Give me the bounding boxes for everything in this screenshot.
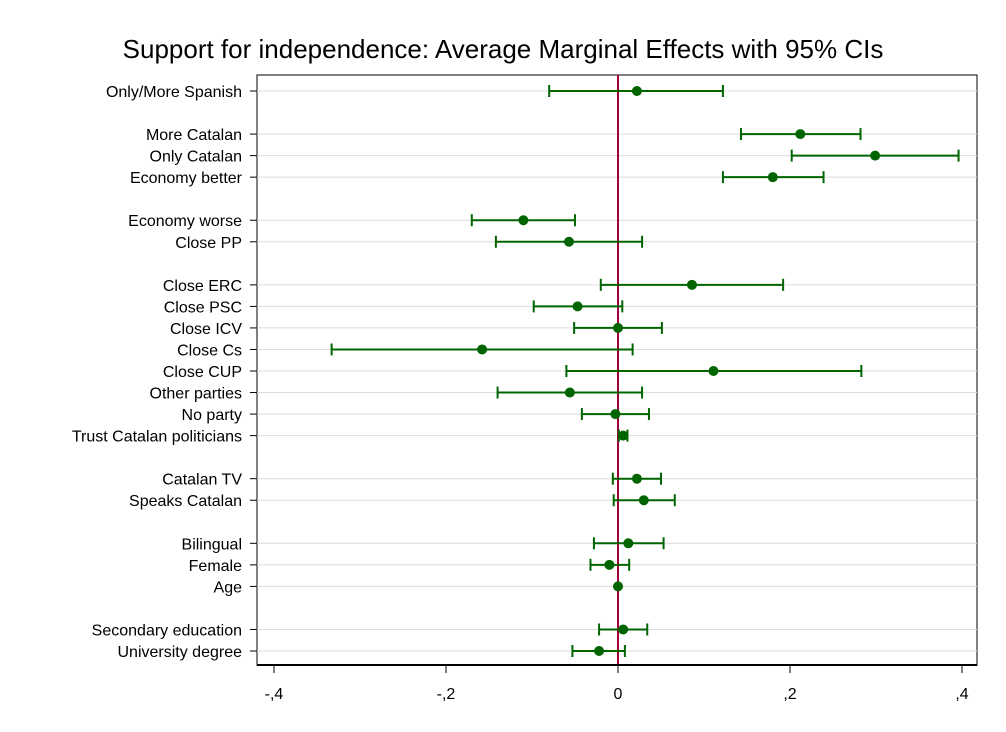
- chart-title: Support for independence: Average Margin…: [123, 34, 884, 64]
- x-tick-label: ,4: [955, 686, 968, 703]
- x-tick-label: -,4: [265, 686, 284, 703]
- y-tick-label: Only Catalan: [150, 149, 243, 166]
- estimate-point: [795, 129, 806, 140]
- estimate-point: [563, 236, 574, 247]
- estimate-point: [767, 172, 778, 183]
- y-tick-label: Female: [189, 558, 242, 575]
- y-tick-label: Economy better: [130, 170, 243, 187]
- estimate-point: [870, 150, 881, 161]
- estimate-point: [613, 322, 623, 333]
- y-tick-label: Speaks Catalan: [129, 493, 242, 510]
- estimate-point: [518, 215, 529, 226]
- point-layer: [477, 86, 881, 656]
- y-tick-label: Age: [214, 579, 243, 596]
- y-tick-label: Secondary education: [92, 622, 242, 639]
- estimate-point: [708, 366, 719, 376]
- estimate-point: [623, 538, 634, 549]
- y-tick-label: Close PSC: [164, 299, 242, 316]
- estimate-point: [572, 301, 583, 312]
- estimate-point: [631, 86, 642, 96]
- estimate-point: [686, 279, 697, 290]
- y-tick-label: More Catalan: [146, 127, 242, 144]
- estimate-point: [618, 624, 629, 635]
- y-tick-label: Economy worse: [128, 213, 242, 230]
- y-tick-label: Close PP: [175, 235, 242, 252]
- y-tick-label: Close ICV: [170, 321, 242, 338]
- estimate-point: [638, 495, 649, 506]
- x-tick-label: 0: [614, 686, 623, 703]
- estimate-point: [610, 409, 621, 420]
- estimate-point: [594, 646, 605, 656]
- y-tick-label: Trust Catalan politicians: [72, 429, 242, 446]
- estimate-point: [618, 430, 629, 441]
- y-tick-label: Only/More Spanish: [106, 84, 242, 101]
- y-tick-layer: Only/More Spanish More Catalan Only Catala…: [72, 84, 257, 661]
- y-tick-label: Catalan TV: [162, 472, 242, 489]
- estimate-point: [631, 473, 642, 484]
- x-tick-layer: -,4 -,2 0 ,2 ,4: [257, 664, 977, 703]
- y-tick-label: University degree: [118, 644, 243, 661]
- y-tick-label: Other parties: [150, 386, 242, 403]
- x-tick-label: ,2: [783, 686, 796, 703]
- x-tick-label: -,2: [437, 686, 456, 703]
- y-tick-label: Close CUP: [163, 364, 242, 381]
- estimate-point: [477, 344, 488, 355]
- estimate-point: [604, 559, 615, 570]
- y-tick-label: Bilingual: [182, 536, 242, 553]
- estimate-point: [613, 581, 623, 592]
- y-tick-label: No party: [182, 407, 242, 424]
- y-tick-label: Close Cs: [177, 342, 242, 359]
- estimate-point: [564, 387, 575, 398]
- y-tick-label: Close ERC: [163, 278, 242, 295]
